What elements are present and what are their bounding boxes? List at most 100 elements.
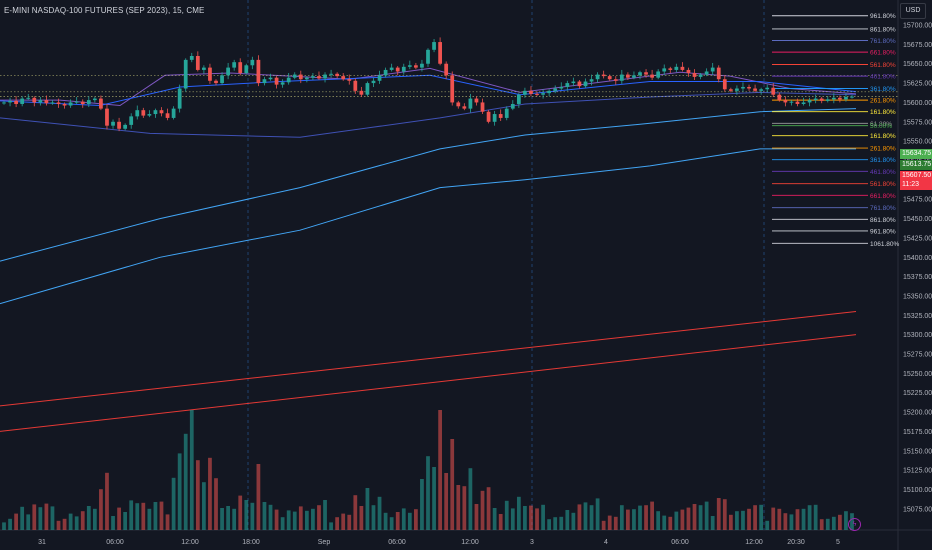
fib-level-label: 661.80% — [870, 50, 896, 57]
lightning-icon[interactable]: ϟ — [848, 518, 861, 531]
volume-bar — [838, 514, 842, 530]
candle-body — [195, 55, 200, 70]
x-tick-label: 06:00 — [671, 539, 689, 546]
volume-bar — [698, 505, 703, 530]
volume-bar — [529, 505, 533, 530]
candle-body — [14, 100, 18, 104]
volume-bar — [32, 504, 37, 530]
volume-bar — [2, 522, 6, 530]
candle-body — [383, 69, 388, 76]
volume-bar — [141, 502, 146, 530]
x-tick-label: 12:00 — [461, 539, 479, 546]
candle-body — [426, 49, 430, 64]
candle-body — [716, 67, 721, 80]
candle-body — [741, 86, 745, 89]
volume-bar — [111, 516, 115, 530]
candle-body — [771, 87, 776, 95]
volume-bar — [92, 508, 97, 530]
candle-body — [668, 68, 673, 70]
volume-bar — [323, 500, 327, 530]
volume-bar — [777, 508, 782, 530]
volume-bar — [80, 511, 85, 530]
volume-bar — [298, 506, 303, 530]
candle-body — [807, 100, 812, 103]
candle-body — [123, 124, 128, 129]
volume-bar — [177, 453, 182, 530]
candle-body — [74, 101, 79, 103]
candle-body — [595, 74, 600, 80]
candle-body — [50, 102, 55, 104]
x-tick-label: 3 — [530, 539, 534, 546]
y-tick-label: 15625.00 — [903, 81, 932, 88]
fib-level-label: 61.80% — [870, 121, 892, 128]
candle-body — [759, 89, 764, 91]
y-tick-label: 15375.00 — [903, 274, 932, 281]
candle-body — [62, 103, 67, 106]
fib-level-label: 161.80% — [870, 133, 896, 140]
volume-bar — [565, 510, 570, 530]
candle-body — [268, 77, 273, 80]
candle-body — [292, 74, 297, 78]
candle-body — [389, 67, 394, 70]
candle-body — [335, 73, 340, 77]
channel-line — [0, 310, 857, 407]
candle-body — [438, 42, 442, 64]
volume-bar — [117, 507, 121, 530]
candle-body — [56, 102, 61, 104]
volume-bar — [359, 506, 364, 530]
candle-body — [535, 93, 539, 95]
candle-body — [244, 65, 249, 74]
candle-body — [256, 59, 261, 84]
candle-body — [32, 97, 37, 103]
volume-bar — [86, 506, 91, 530]
candle-body — [365, 83, 370, 95]
volume-bar — [516, 496, 521, 530]
y-tick-label: 15225.00 — [903, 390, 932, 397]
candle-body — [450, 75, 455, 103]
fib-level-label: 861.80% — [870, 26, 896, 33]
volume-bar — [153, 502, 158, 530]
candle-body — [99, 98, 103, 109]
currency-selector[interactable]: USD — [900, 3, 926, 19]
candle-body — [317, 76, 321, 79]
candle-body — [468, 98, 473, 109]
volume-bar — [395, 512, 400, 530]
volume-bar — [456, 485, 461, 530]
volume-bar — [238, 495, 243, 530]
volume-bar — [135, 503, 140, 530]
candle-body — [504, 108, 509, 118]
fib-level-label: 161.80% — [870, 109, 896, 116]
y-tick-label: 15250.00 — [903, 371, 932, 378]
volume-bar — [486, 487, 491, 530]
candle-body — [68, 102, 73, 106]
volume-bar — [383, 512, 388, 530]
candle-body — [2, 102, 6, 104]
volume-bar — [377, 496, 382, 530]
candle-body — [565, 83, 570, 87]
x-tick-label: 12:00 — [181, 539, 199, 546]
volume-bar — [577, 504, 582, 530]
candle-body — [529, 90, 533, 94]
volume-bar — [607, 515, 612, 530]
x-tick-label: 5 — [836, 539, 840, 546]
y-tick-label: 15175.00 — [903, 429, 932, 436]
moving-average-long_b — [0, 148, 856, 305]
volume-bar — [783, 513, 788, 530]
candle-body — [311, 76, 315, 78]
candle-body — [728, 89, 733, 91]
candle-body — [8, 100, 12, 103]
volume-bar — [626, 509, 630, 530]
volume-bar — [831, 516, 836, 530]
y-tick-label: 15100.00 — [903, 487, 932, 494]
candle-body — [117, 121, 121, 129]
candle-body — [813, 98, 818, 101]
candle-body — [686, 69, 691, 74]
fib-level-label: 261.80% — [870, 146, 896, 153]
volume-bar — [129, 500, 134, 530]
candle-body — [692, 73, 697, 77]
candle-body — [698, 74, 703, 77]
candle-body — [414, 65, 418, 68]
y-tick-label: 15275.00 — [903, 352, 932, 359]
candle-body — [171, 108, 176, 118]
